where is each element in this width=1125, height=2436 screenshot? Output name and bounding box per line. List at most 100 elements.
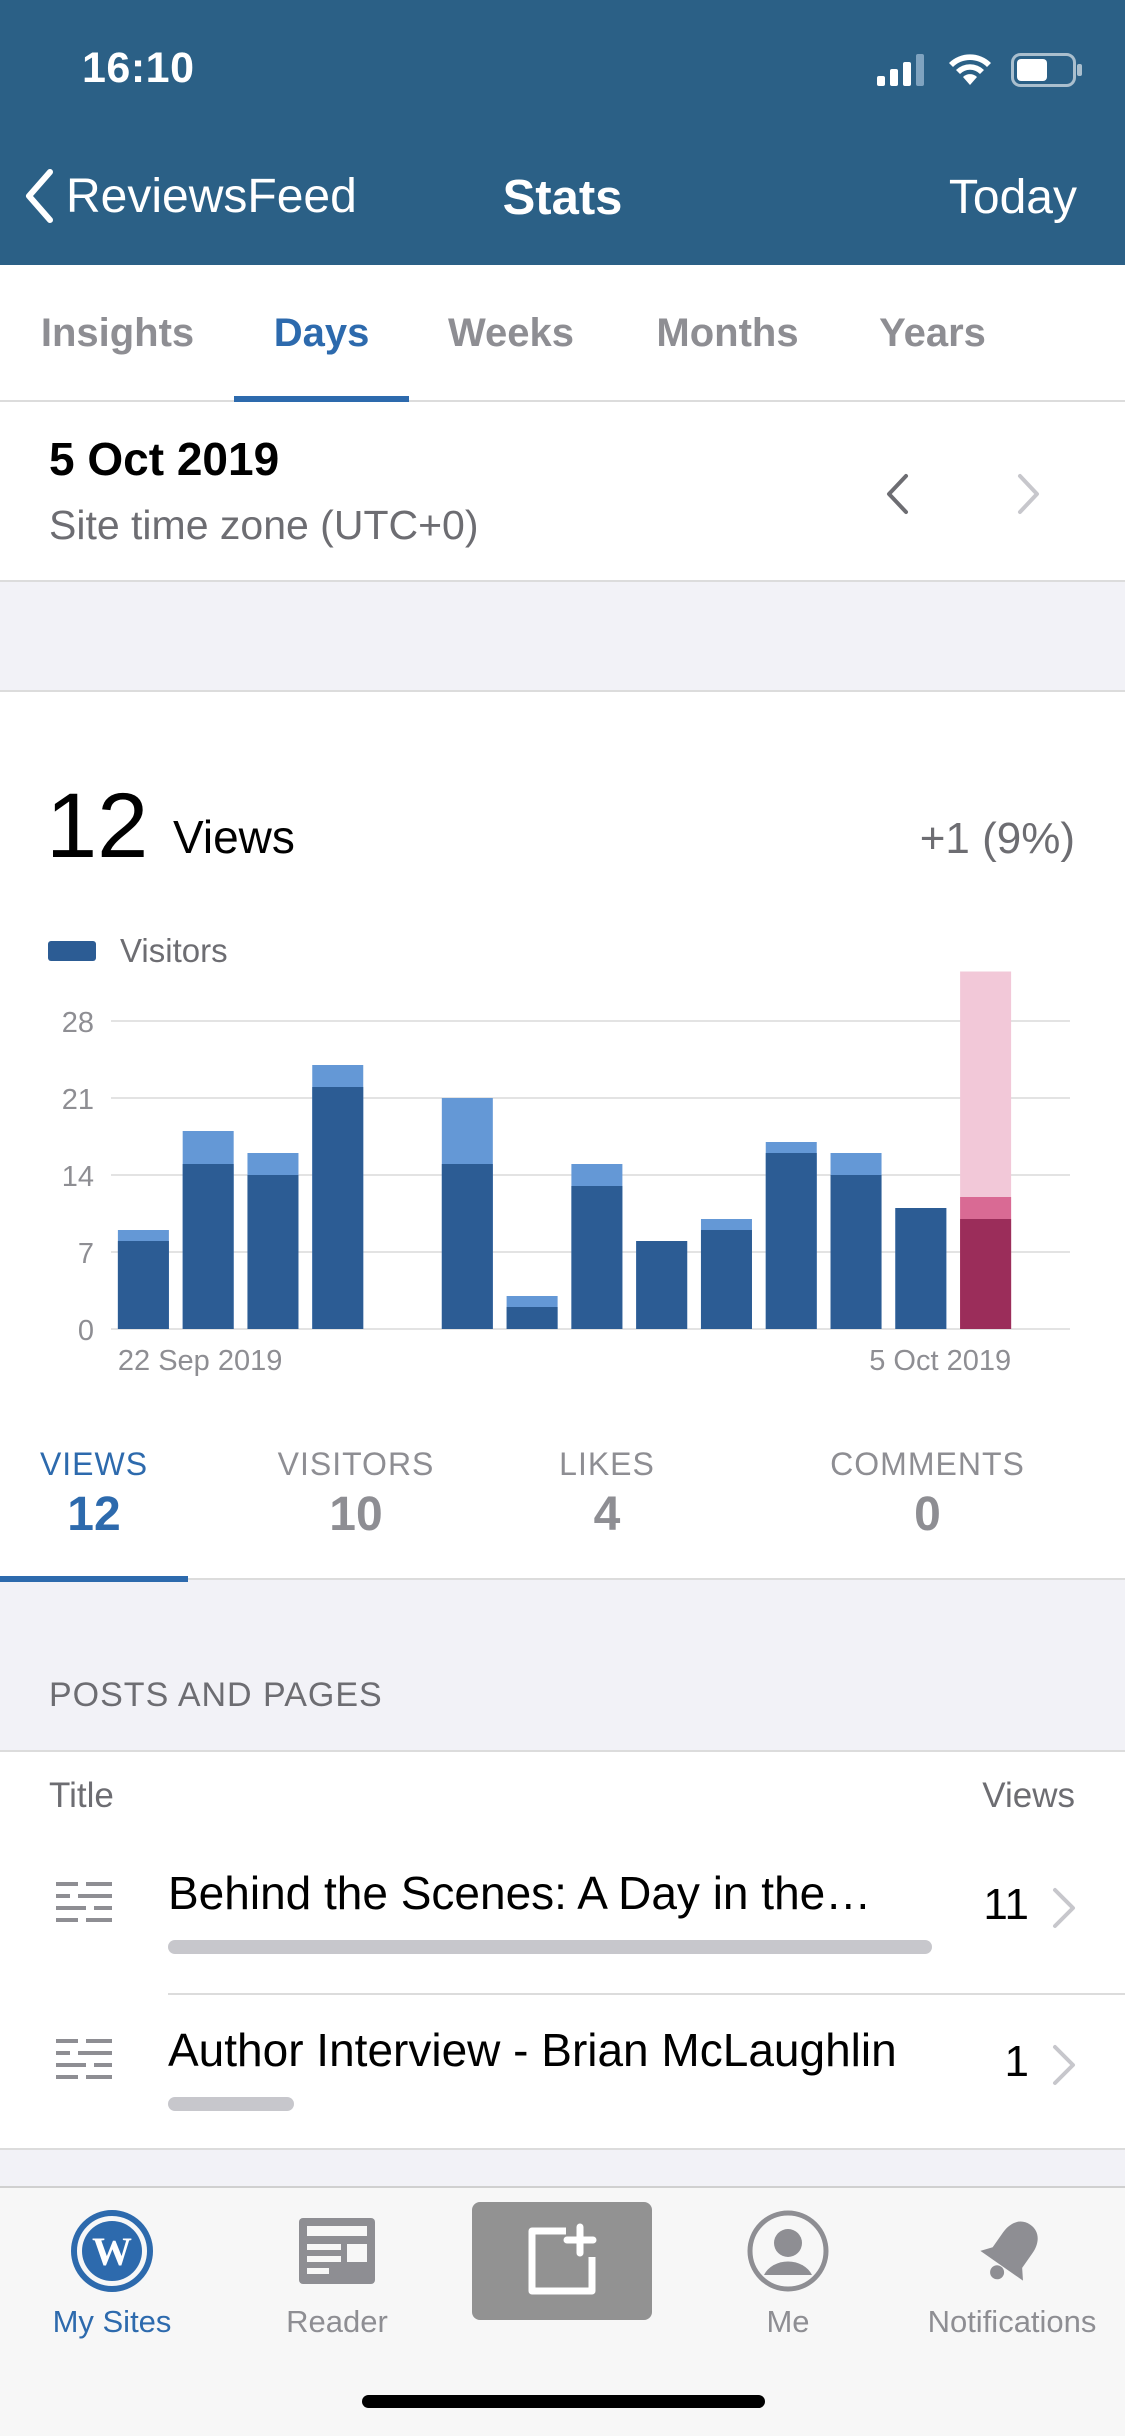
post-views-bar bbox=[168, 2097, 294, 2111]
reader-icon bbox=[299, 2218, 375, 2284]
column-header-title: Title bbox=[49, 1776, 114, 1815]
post-views-bar bbox=[168, 1940, 932, 1954]
views-chart-card: 12 Views +1 (9%) Visitors 0 7 14 21 28 22 Sep… bbox=[0, 690, 1125, 1582]
stat-value: 10 bbox=[329, 1488, 383, 1541]
post-views-count: 11 bbox=[983, 1880, 1029, 1929]
bar-visitors bbox=[441, 1164, 493, 1329]
stat-tabs: VIEWS 12 VISITORS 10 LIKES 4 COMMENTS 0 bbox=[0, 1442, 1125, 1582]
selected-date: 5 Oct 2019 bbox=[49, 433, 280, 485]
bell-icon bbox=[980, 2221, 1038, 2281]
status-time: 16:10 bbox=[82, 44, 195, 92]
tab-label: My Sites bbox=[52, 2304, 172, 2339]
bar-visitors bbox=[182, 1164, 234, 1329]
y-tick-label: 0 bbox=[78, 1315, 94, 1347]
next-date-button[interactable] bbox=[1002, 454, 1056, 534]
back-button[interactable]: ReviewsFeed bbox=[24, 168, 357, 224]
y-tick-label: 21 bbox=[62, 1084, 94, 1116]
tab-reader[interactable]: Reader bbox=[237, 2206, 437, 2340]
bottom-tab-bar: W My Sites Reader bbox=[0, 2186, 1125, 2436]
posts-and-pages-list: Title Views Behind the Scenes: A Day in … bbox=[0, 1750, 1125, 2150]
date-selector: 5 Oct 2019 Site time zone (UTC+0) bbox=[0, 402, 1125, 582]
bar-chart[interactable]: 0 7 14 21 28 22 Sep 2019 5 Oct 2019 bbox=[0, 692, 1125, 1412]
profile-icon bbox=[747, 2210, 829, 2292]
y-tick-label: 28 bbox=[62, 1007, 94, 1039]
bar-visitors bbox=[960, 1219, 1012, 1329]
wifi-icon bbox=[949, 54, 991, 85]
x-tick-label-end: 5 Oct 2019 bbox=[869, 1345, 1011, 1377]
y-tick-label: 14 bbox=[62, 1161, 94, 1193]
stat-value: 4 bbox=[593, 1488, 621, 1541]
tab-my-sites[interactable]: W My Sites bbox=[12, 2206, 212, 2340]
new-post-button[interactable] bbox=[472, 2202, 652, 2320]
status-icons bbox=[877, 50, 1083, 90]
post-row[interactable]: Author Interview - Brian McLaughlin 1 bbox=[0, 1989, 1125, 2144]
previous-date-button[interactable] bbox=[870, 454, 924, 534]
bar-visitors bbox=[895, 1208, 947, 1329]
tab-weeks[interactable]: Weeks bbox=[447, 311, 574, 355]
stat-label: VISITORS bbox=[277, 1446, 435, 1482]
legend-swatch-visitors bbox=[48, 941, 96, 961]
timezone-label: Site time zone (UTC+0) bbox=[49, 502, 479, 548]
stat-label: LIKES bbox=[559, 1446, 655, 1482]
legend-label-visitors: Visitors bbox=[120, 932, 228, 969]
post-views-count: 1 bbox=[1004, 2037, 1029, 2086]
post-row[interactable]: Behind the Scenes: A Day in the… 11 bbox=[0, 1832, 1125, 1987]
bar-visitors bbox=[506, 1307, 558, 1329]
stat-label: COMMENTS bbox=[830, 1446, 1025, 1482]
views-count: 12 bbox=[46, 775, 149, 877]
post-title: Behind the Scenes: A Day in the… bbox=[168, 1867, 872, 1919]
tab-label: Reader bbox=[286, 2304, 388, 2339]
stat-tab-visitors[interactable]: VISITORS 10 bbox=[256, 1442, 456, 1582]
signal-icon bbox=[877, 54, 924, 86]
bar-visitors bbox=[571, 1186, 623, 1329]
chevron-right-icon bbox=[1053, 2045, 1075, 2085]
chevron-right-icon bbox=[1053, 1888, 1075, 1928]
post-icon bbox=[56, 2039, 112, 2079]
battery-icon bbox=[1011, 53, 1082, 87]
home-indicator bbox=[362, 2395, 765, 2408]
bar-visitors bbox=[247, 1175, 299, 1329]
views-label: Views bbox=[173, 811, 295, 863]
bar-visitors bbox=[312, 1087, 364, 1329]
period-tabs: Insights Days Weeks Months Years bbox=[0, 265, 1125, 402]
today-button[interactable]: Today bbox=[948, 171, 1077, 224]
tab-months[interactable]: Months bbox=[656, 311, 799, 355]
bar-visitors bbox=[765, 1153, 817, 1329]
stat-label: VIEWS bbox=[39, 1446, 149, 1482]
stat-tab-likes[interactable]: LIKES 4 bbox=[522, 1442, 692, 1582]
active-tab-indicator bbox=[234, 396, 409, 402]
page-title: Stats bbox=[502, 171, 623, 225]
column-header-views: Views bbox=[982, 1776, 1075, 1815]
views-change: +1 (9%) bbox=[919, 814, 1075, 863]
section-header-posts: POSTS AND PAGES bbox=[49, 1676, 383, 1714]
bar-visitors bbox=[117, 1241, 169, 1329]
tab-me[interactable]: Me bbox=[688, 2206, 888, 2340]
tab-years[interactable]: Years bbox=[879, 311, 986, 355]
post-title: Author Interview - Brian McLaughlin bbox=[168, 2024, 897, 2076]
bar-visitors bbox=[830, 1175, 882, 1329]
active-stat-indicator bbox=[0, 1576, 188, 1582]
chevron-right-icon bbox=[1018, 474, 1039, 514]
tab-days[interactable]: Days bbox=[273, 311, 370, 355]
svg-text:W: W bbox=[92, 2229, 132, 2274]
x-tick-label-start: 22 Sep 2019 bbox=[118, 1345, 282, 1377]
bar-visitors bbox=[636, 1241, 688, 1329]
navigation-header: 16:10 ReviewsFeed Stats Today bbox=[0, 0, 1125, 265]
stat-value: 12 bbox=[67, 1488, 121, 1541]
stat-value: 0 bbox=[914, 1488, 941, 1541]
tab-label: Me bbox=[766, 2304, 810, 2339]
stat-tab-comments[interactable]: COMMENTS 0 bbox=[800, 1442, 1055, 1582]
chevron-left-icon bbox=[887, 474, 908, 514]
post-icon bbox=[56, 1882, 112, 1922]
back-label: ReviewsFeed bbox=[66, 169, 357, 223]
chart-legend: Visitors bbox=[48, 932, 228, 970]
y-tick-label: 7 bbox=[78, 1238, 94, 1270]
row-divider bbox=[168, 1993, 1125, 1995]
bar-visitors bbox=[700, 1230, 752, 1329]
chevron-left-icon bbox=[26, 169, 53, 223]
tab-notifications[interactable]: Notifications bbox=[912, 2206, 1112, 2340]
stat-tab-views[interactable]: VIEWS 12 bbox=[0, 1442, 188, 1582]
new-post-icon bbox=[528, 2223, 597, 2295]
wordpress-icon: W bbox=[71, 2210, 153, 2292]
tab-insights[interactable]: Insights bbox=[40, 311, 195, 355]
